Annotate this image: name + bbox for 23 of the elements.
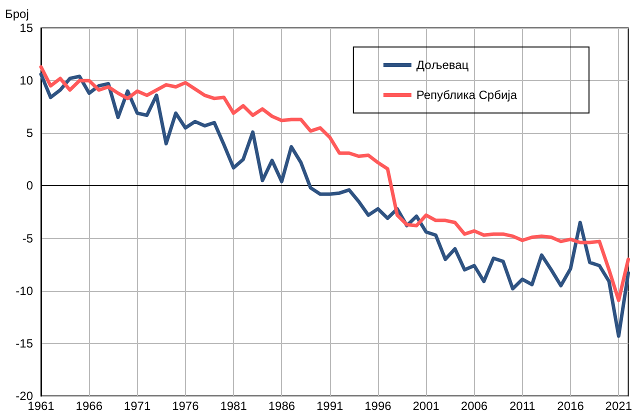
y-tick-label: -5 <box>22 231 34 246</box>
y-tick-label: 10 <box>20 74 34 88</box>
legend-label: Дољевац <box>416 58 469 72</box>
y-axis-title: Број <box>5 7 29 21</box>
legend-label: Република Србија <box>416 88 518 102</box>
x-tick-label: 2016 <box>557 399 584 412</box>
x-tick-label: 1991 <box>316 399 344 412</box>
x-tick-label: 1986 <box>268 399 296 412</box>
x-tick-label: 2006 <box>460 399 488 412</box>
line-series <box>39 72 630 338</box>
y-tick-label: -10 <box>16 284 34 298</box>
x-tick-label: 1971 <box>124 399 151 412</box>
y-tick-label: 0 <box>26 178 34 193</box>
x-tick-label: 1981 <box>220 399 248 412</box>
y-tick-label: 5 <box>26 126 34 140</box>
x-tick-label: 2001 <box>412 399 440 412</box>
y-tick-label: 15 <box>20 21 34 35</box>
x-tick-label: 1966 <box>76 399 103 412</box>
x-tick-label: 1976 <box>172 399 200 412</box>
x-tick-label: 2011 <box>509 399 536 412</box>
x-tick-label: 1996 <box>364 399 392 412</box>
x-tick-label: 2021 <box>605 399 632 412</box>
y-tick-label: -15 <box>16 336 34 350</box>
